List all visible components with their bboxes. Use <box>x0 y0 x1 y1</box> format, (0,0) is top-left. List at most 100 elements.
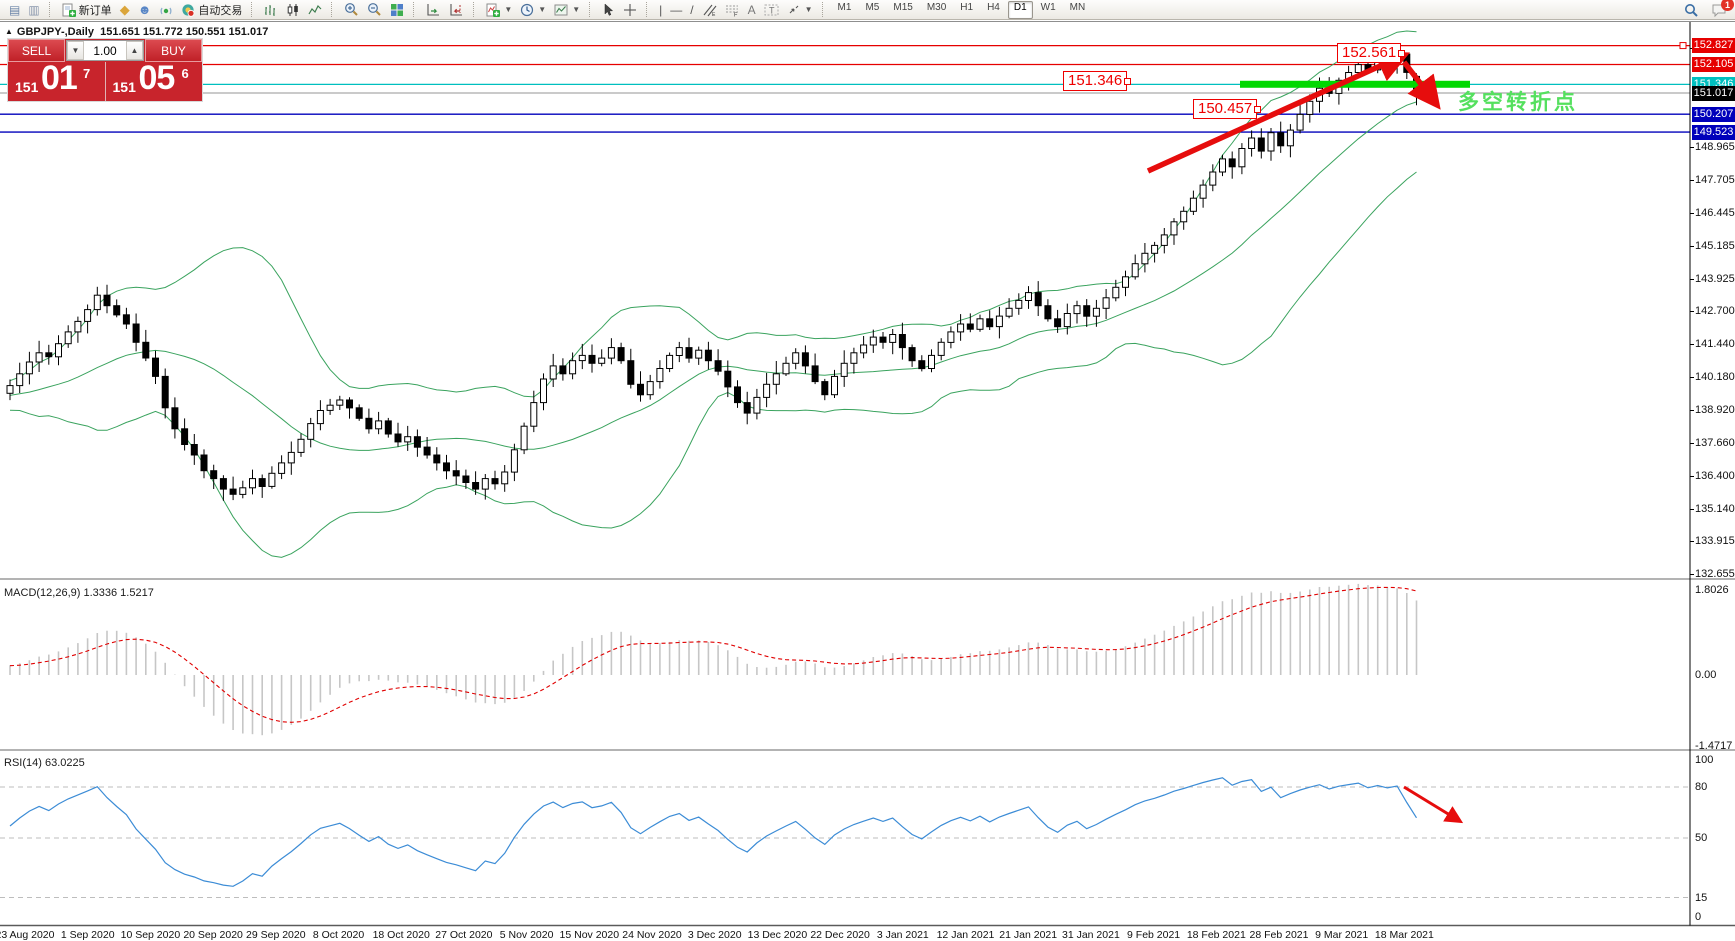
date-tick-label: 9 Feb 2021 <box>1127 929 1181 941</box>
timeframe-button-h1[interactable]: H1 <box>960 1 974 13</box>
sell-price[interactable]: 151 01 7 <box>8 59 106 101</box>
price-tick-label: 146.445 <box>1695 206 1735 219</box>
date-tick-label: 27 Oct 2020 <box>435 929 493 941</box>
sell-price-main: 151 <box>15 79 39 95</box>
timeframe-button-h4[interactable]: H4 <box>987 1 1000 13</box>
collapse-triangle-icon[interactable]: ▲ <box>5 27 13 36</box>
styles-button[interactable]: ◆ <box>116 0 134 19</box>
date-tick-label: 15 Nov 2020 <box>559 929 620 941</box>
date-tick-label: 18 Feb 2021 <box>1186 929 1246 941</box>
toolbar-separator <box>589 2 593 17</box>
rsi-label: RSI(14) 63.0225 <box>4 757 85 769</box>
volume-input[interactable]: 1.00 <box>93 43 117 58</box>
price-tick-mark <box>1690 279 1694 280</box>
volume-increase-button[interactable]: ▲ <box>126 41 143 60</box>
price-tick-label: 141.440 <box>1695 337 1735 350</box>
indicator-tick-label: 100 <box>1695 754 1714 766</box>
channel-button[interactable]: E <box>698 0 721 19</box>
arrows-button[interactable]: ▼ <box>783 0 817 19</box>
timeframe-button-mn[interactable]: MN <box>1069 1 1086 13</box>
price-tick-label: 147.705 <box>1695 173 1735 186</box>
community-button[interactable]: ☻ <box>134 0 156 19</box>
price-annotation-label[interactable]: 150.457 <box>1193 99 1262 119</box>
price-annotation-label[interactable]: 151.346 <box>1063 71 1132 91</box>
auto-scroll-icon <box>426 3 441 17</box>
macd-label: MACD(12,26,9) 1.3336 1.5217 <box>4 587 154 599</box>
vertical-line-button[interactable]: | <box>655 0 666 19</box>
price-tick-label: 133.915 <box>1695 535 1735 548</box>
indicators-button[interactable]: ▼ <box>482 0 516 19</box>
chart-canvas[interactable] <box>0 22 1735 941</box>
text-label-button[interactable]: T <box>760 0 783 19</box>
price-tick-label: 140.180 <box>1695 370 1735 383</box>
trendline-button[interactable]: / <box>686 0 697 19</box>
arrows-icon <box>787 3 801 17</box>
line-chart-button[interactable] <box>304 0 326 19</box>
price-tick-mark <box>1690 541 1694 542</box>
buy-button[interactable]: BUY <box>145 39 202 62</box>
price-tick-label: 148.965 <box>1695 140 1735 153</box>
timeframe-button-m15[interactable]: M15 <box>893 1 913 13</box>
search-icon <box>1684 3 1699 18</box>
crosshair-button[interactable] <box>619 0 641 19</box>
zoom-in-icon <box>344 2 359 17</box>
price-tick-mark <box>1690 180 1694 181</box>
new-order-button[interactable]: 新订单 <box>58 0 116 19</box>
price-tick-mark <box>1690 443 1694 444</box>
date-tick-label: 5 Nov 2020 <box>499 929 554 941</box>
auto-scroll-button[interactable] <box>422 0 445 19</box>
indicators-icon <box>486 3 501 17</box>
volume-control: ▼ 1.00 ▲ <box>66 40 144 61</box>
timeframe-button-m30[interactable]: M30 <box>926 1 947 13</box>
timeframe-button-w1[interactable]: W1 <box>1040 1 1056 13</box>
bar-chart-button[interactable] <box>260 0 282 19</box>
date-tick-label: 31 Jan 2021 <box>1061 929 1120 941</box>
tile-windows-icon <box>390 3 404 17</box>
date-tick-label: 24 Nov 2020 <box>622 929 682 941</box>
periods-button[interactable]: ▼ <box>516 0 550 19</box>
turning-point-annotation[interactable]: 多空转折点 <box>1458 91 1578 114</box>
tile-windows-button[interactable] <box>386 0 408 19</box>
data-window-button[interactable]: ▥ <box>24 0 43 19</box>
candlestick-chart-button[interactable] <box>282 0 304 19</box>
trendline-icon: / <box>690 2 694 17</box>
autotrading-icon <box>181 3 195 17</box>
signals-button[interactable] <box>155 0 177 19</box>
horizontal-line-button[interactable]: — <box>666 0 686 19</box>
timeframe-button-d1[interactable]: D1 <box>1007 0 1033 19</box>
date-tick-label: 12 Jan 2021 <box>936 929 995 941</box>
zoom-out-button[interactable] <box>363 0 386 19</box>
sell-price-big: 01 <box>41 59 78 97</box>
price-tick-mark <box>1690 509 1694 510</box>
date-tick-label: 23 Aug 2020 <box>0 929 55 941</box>
price-tag-149-523: 149.523 <box>1692 124 1735 140</box>
toolbar-separator <box>251 2 255 17</box>
templates-button[interactable]: ▼ <box>550 0 584 19</box>
main-toolbar: ▤ ▥ 新订单 ◆ ☻ 自动交易 ▼ ▼ ▼ <box>0 0 1735 20</box>
date-tick-label: 20 Sep 2020 <box>183 929 243 941</box>
toolbar-separator <box>821 2 826 17</box>
notification-badge: 1 <box>1721 0 1734 11</box>
data-window-icon: ▥ <box>28 2 40 17</box>
toolbar-separator <box>473 2 477 17</box>
chart-symbol: GBPJPY-,Daily <box>16 26 94 38</box>
channel-icon: E <box>702 3 717 17</box>
cursor-button[interactable] <box>598 0 619 19</box>
date-tick-label: 3 Dec 2020 <box>687 929 742 941</box>
timeframe-button-m5[interactable]: M5 <box>865 1 880 13</box>
sell-button[interactable]: SELL <box>8 39 65 62</box>
price-annotation-label[interactable]: 152.561 <box>1337 43 1406 63</box>
fibonacci-button[interactable]: F <box>721 0 744 19</box>
autotrading-button[interactable]: 自动交易 <box>177 0 246 19</box>
annotation-anchor-icon <box>1398 50 1406 57</box>
buy-price[interactable]: 151 05 6 <box>105 59 202 101</box>
timeframe-button-m1[interactable]: M1 <box>837 1 852 13</box>
volume-decrease-button[interactable]: ▼ <box>67 41 84 60</box>
line-chart-icon <box>308 3 322 17</box>
market-watch-button[interactable]: ▤ <box>5 0 24 19</box>
zoom-in-button[interactable] <box>340 0 363 19</box>
notifications-button[interactable]: 1 <box>1707 0 1734 20</box>
text-button[interactable]: A <box>744 0 760 19</box>
search-button[interactable] <box>1680 1 1703 20</box>
chart-shift-button[interactable] <box>445 0 468 19</box>
